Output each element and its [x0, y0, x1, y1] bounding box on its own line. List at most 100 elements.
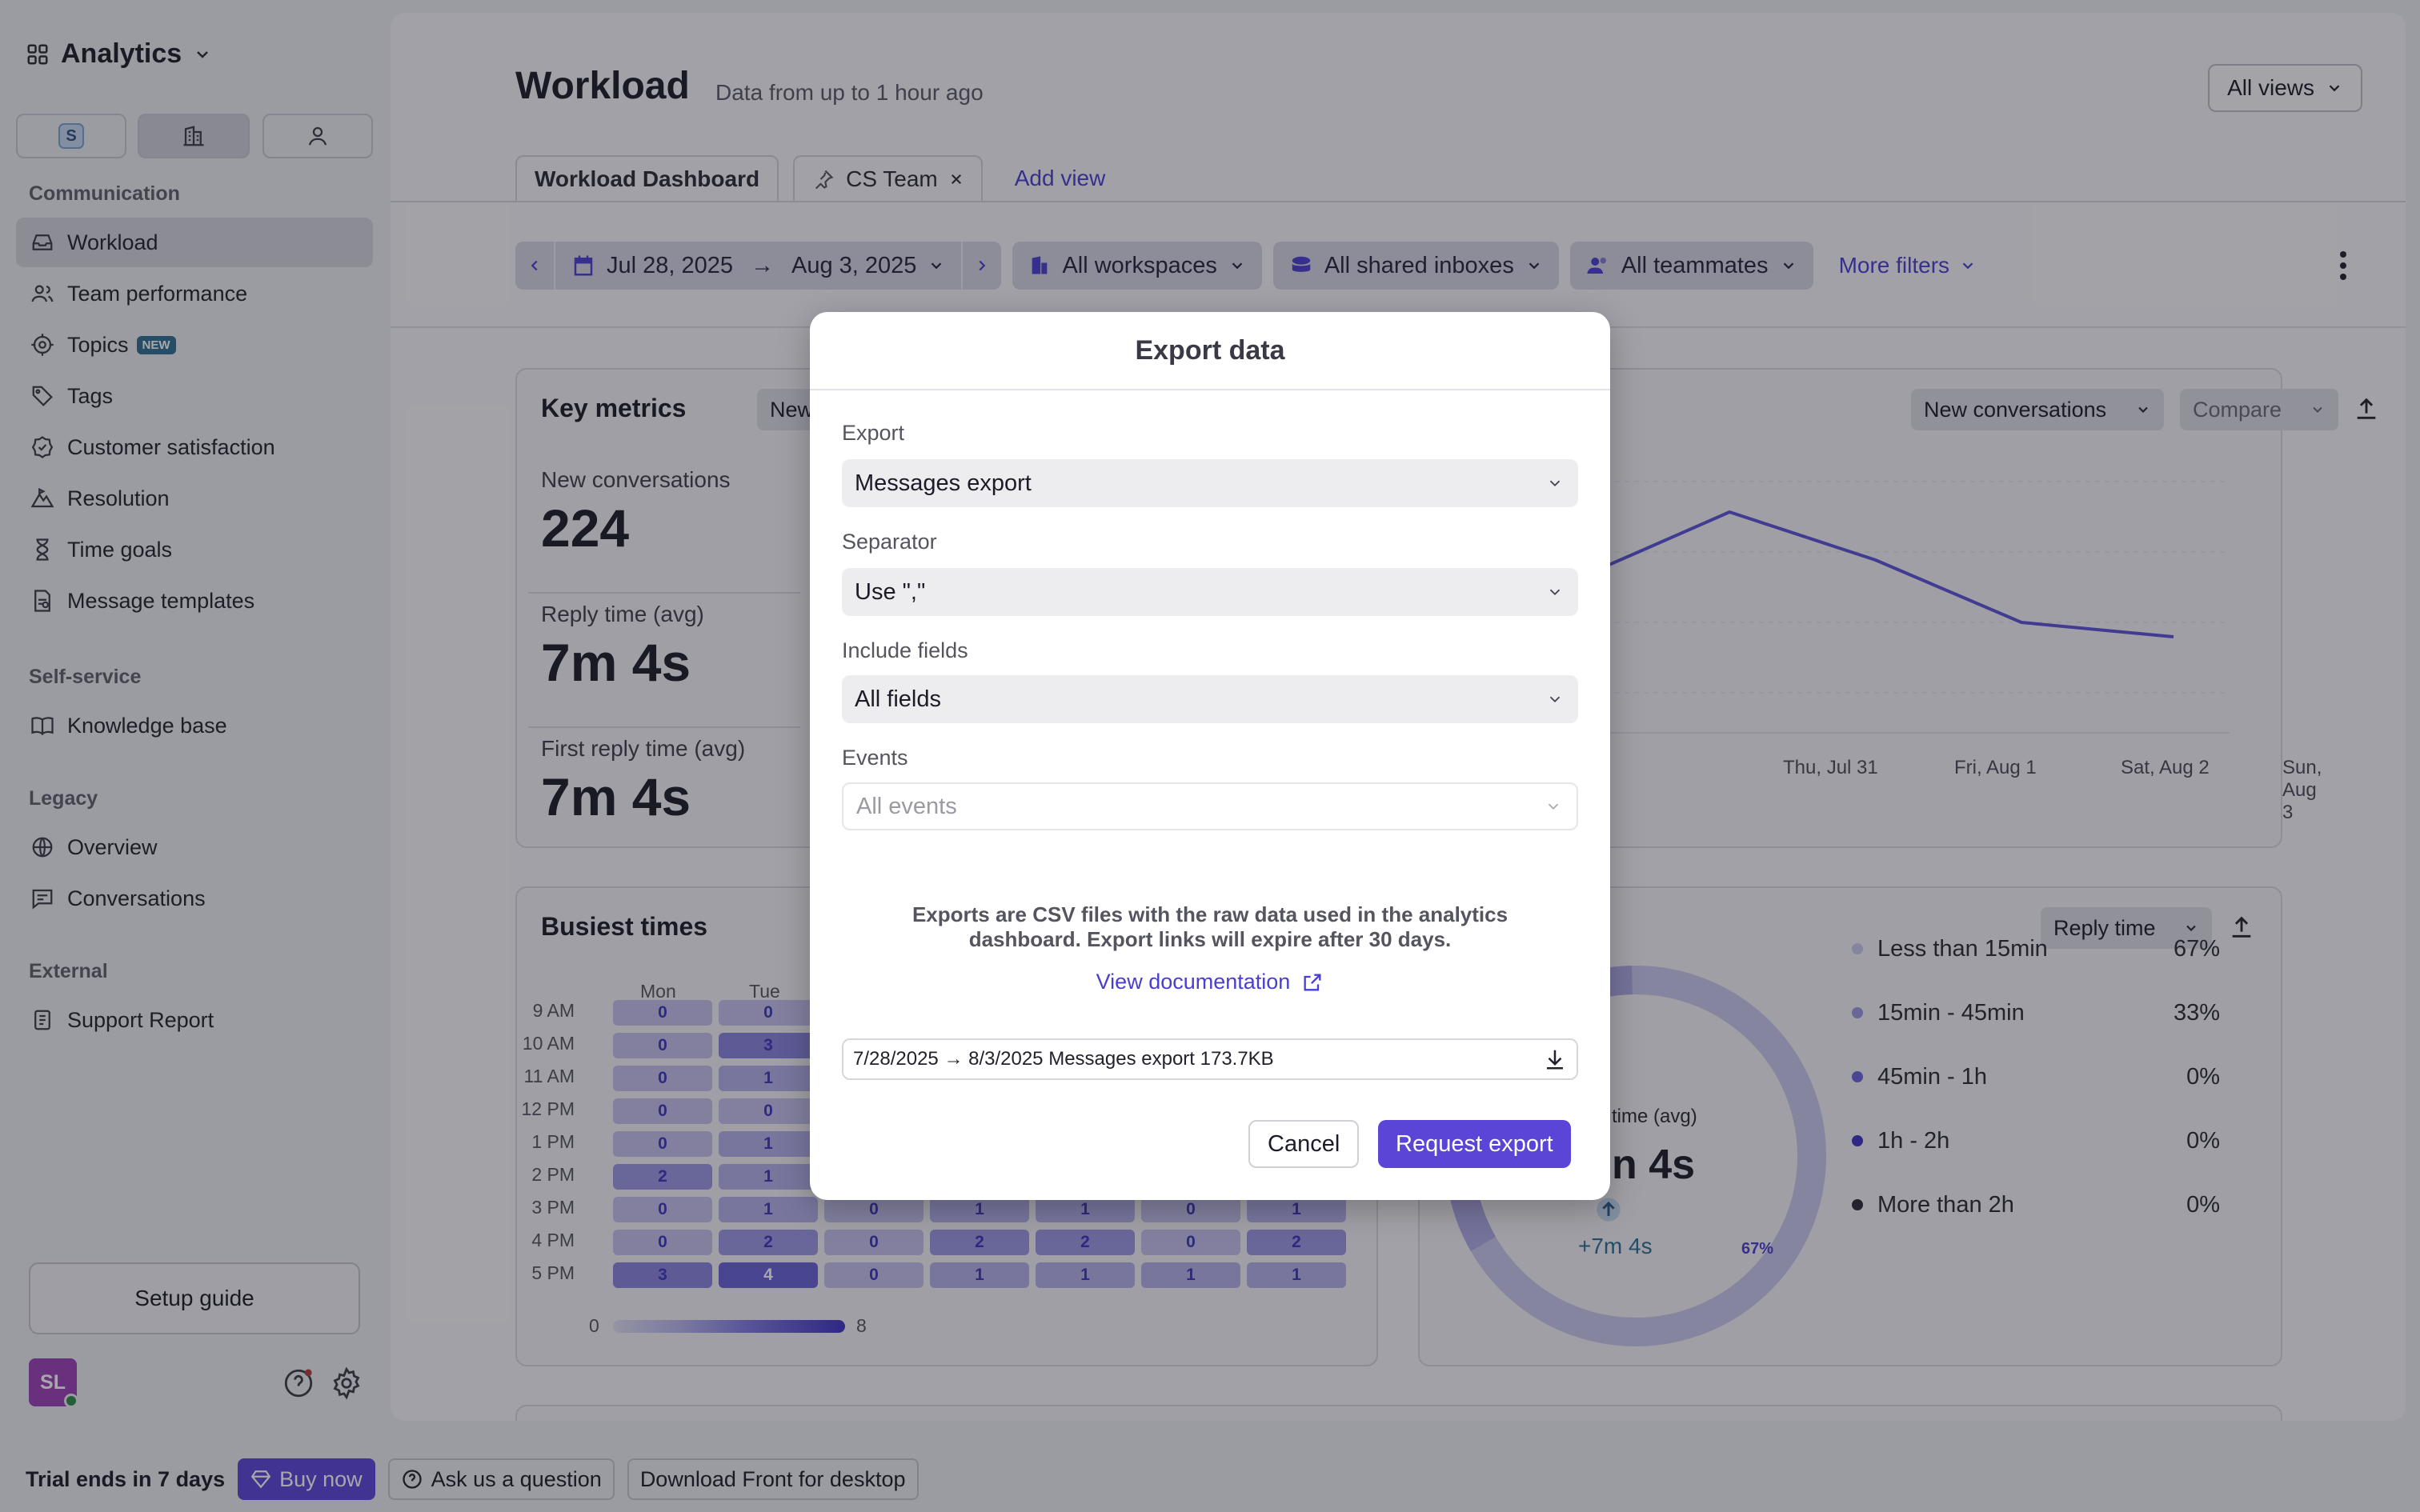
legend-dot — [1852, 1135, 1863, 1146]
chevron-down-icon — [1228, 257, 1246, 274]
export-icon[interactable] — [2228, 914, 2255, 941]
heatmap-cell[interactable]: 1 — [1141, 1262, 1240, 1288]
next-range-button[interactable] — [963, 242, 1002, 290]
include-fields-select[interactable]: All fields — [842, 675, 1578, 723]
sidebar-item-message-templates[interactable]: Message templates — [16, 576, 373, 626]
heatmap-cell[interactable]: 0 — [719, 1098, 818, 1124]
request-export-button[interactable]: Request export — [1378, 1120, 1571, 1168]
heatmap-cell[interactable]: 1 — [719, 1197, 818, 1222]
sidebar-item-conversations[interactable]: Conversations — [16, 874, 373, 923]
heatmap-cell[interactable]: 2 — [930, 1230, 1029, 1255]
heatmap-cell[interactable]: 0 — [824, 1197, 924, 1222]
sidebar-item-workload[interactable]: Workload — [16, 218, 373, 267]
sidebar-item-label: Team performance — [67, 281, 248, 306]
heatmap-cell[interactable]: 0 — [1141, 1197, 1240, 1222]
heatmap-cell[interactable]: 1 — [719, 1164, 818, 1190]
legend-dot — [1852, 943, 1863, 954]
view-documentation-link[interactable]: View documentation — [810, 970, 1610, 994]
download-desktop-button[interactable]: Download Front for desktop — [627, 1458, 919, 1500]
export-type-value: Messages export — [855, 470, 1032, 496]
cancel-button[interactable]: Cancel — [1248, 1120, 1360, 1168]
donut-ring-label: 67% — [1741, 1240, 1774, 1258]
heatmap-cell[interactable]: 1 — [719, 1131, 818, 1157]
date-range-button[interactable]: Jul 28, 2025 → Aug 3, 2025 — [555, 242, 961, 290]
more-filters-button[interactable]: More filters — [1839, 253, 1977, 278]
metric-select[interactable]: New conversations — [1911, 389, 2164, 430]
sidebar-item-label: Message templates — [67, 588, 255, 613]
export-icon[interactable] — [2353, 395, 2380, 422]
heatmap-cell[interactable]: 1 — [1036, 1262, 1135, 1288]
heatmap-cell[interactable]: 3 — [613, 1262, 712, 1288]
app-switcher[interactable]: Analytics — [26, 38, 212, 70]
diamond-icon — [250, 1469, 271, 1490]
sidebar-item-topics[interactable]: Topics NEW — [16, 320, 373, 370]
kebab-menu-icon[interactable] — [2338, 250, 2348, 282]
heatmap-cell[interactable]: 0 — [613, 1066, 712, 1091]
workspace-switch-shared[interactable]: S — [16, 114, 126, 158]
heatmap-cell[interactable]: 0 — [719, 1000, 818, 1026]
setup-guide-button[interactable]: Setup guide — [29, 1262, 360, 1334]
sidebar-item-customer-satisfaction[interactable]: Customer satisfaction — [16, 422, 373, 472]
sidebar-item-tags[interactable]: Tags — [16, 371, 373, 421]
heatmap-cell[interactable]: 0 — [824, 1262, 924, 1288]
heatmap-cell[interactable]: 0 — [613, 1131, 712, 1157]
events-select[interactable]: All events — [842, 782, 1578, 830]
tab-workload-dashboard[interactable]: Workload Dashboard — [515, 155, 779, 202]
teammates-label: All teammates — [1621, 252, 1769, 278]
heatmap-cell[interactable]: 2 — [613, 1164, 712, 1190]
heatmap-cell[interactable]: 2 — [1247, 1230, 1346, 1255]
chevron-down-icon — [1545, 798, 1562, 815]
heatmap-cell[interactable]: 0 — [613, 1230, 712, 1255]
heatmap-cell[interactable]: 0 — [824, 1230, 924, 1255]
gear-icon[interactable] — [330, 1366, 363, 1400]
buy-now-button[interactable]: Buy now — [238, 1458, 375, 1500]
sidebar-item-resolution[interactable]: Resolution — [16, 474, 373, 523]
sidebar-item-team-performance[interactable]: Team performance — [16, 269, 373, 318]
heatmap-cell[interactable]: 2 — [1036, 1230, 1135, 1255]
tab-cs-team[interactable]: CS Team — [793, 155, 983, 202]
separator-select[interactable]: Use "," — [842, 568, 1578, 616]
heatmap-cell[interactable]: 0 — [613, 1197, 712, 1222]
workspace-switch-company[interactable] — [138, 114, 250, 158]
heatmap-cell[interactable]: 1 — [1036, 1197, 1135, 1222]
heatmap-cell[interactable]: 1 — [930, 1197, 1029, 1222]
heatmap-cell[interactable]: 0 — [1141, 1230, 1240, 1255]
shared-inboxes-filter[interactable]: All shared inboxes — [1272, 242, 1559, 290]
heatmap-cell[interactable]: 0 — [613, 1000, 712, 1026]
heatmap-cell[interactable]: 4 — [719, 1262, 818, 1288]
legend-label: 45min - 1h — [1877, 1063, 1988, 1090]
export-file-item[interactable]: 7/28/2025 → 8/3/2025 Messages export 173… — [842, 1038, 1578, 1080]
day-label: Tue — [749, 981, 780, 1002]
heatmap-cell[interactable]: 3 — [719, 1033, 818, 1058]
heatmap-cell[interactable]: 1 — [1247, 1262, 1346, 1288]
legend-item: 45min - 1h 0% — [1852, 1061, 2220, 1093]
ask-question-button[interactable]: Ask us a question — [387, 1458, 615, 1500]
close-icon[interactable] — [949, 172, 964, 186]
sidebar-item-support-report[interactable]: Support Report — [16, 995, 373, 1045]
sidebar-item-time-goals[interactable]: Time goals — [16, 525, 373, 574]
all-views-dropdown[interactable]: All views — [2208, 64, 2362, 112]
teammates-filter[interactable]: All teammates — [1569, 242, 1813, 290]
reply-time-select[interactable]: Reply time — [2041, 907, 2212, 949]
user-icon — [306, 124, 330, 148]
sidebar-item-knowledge-base[interactable]: Knowledge base — [16, 701, 373, 750]
heatmap-cell[interactable]: 1 — [1247, 1197, 1346, 1222]
heatmap-cell[interactable]: 0 — [613, 1098, 712, 1124]
export-type-select[interactable]: Messages export — [842, 459, 1578, 507]
add-view-button[interactable]: Add view — [1014, 166, 1106, 190]
previous-range-button[interactable] — [515, 242, 554, 290]
heatmap-cell[interactable]: 0 — [613, 1033, 712, 1058]
include-fields-value: All fields — [855, 686, 941, 712]
workspaces-filter[interactable]: All workspaces — [1012, 242, 1262, 290]
heatmap-cell[interactable]: 1 — [930, 1262, 1029, 1288]
shared-inboxes-label: All shared inboxes — [1324, 252, 1514, 278]
workspace-switch-personal[interactable] — [262, 114, 373, 158]
download-icon[interactable] — [1543, 1047, 1567, 1071]
compare-select[interactable]: Compare — [2180, 389, 2338, 430]
heatmap-cell[interactable]: 2 — [719, 1230, 818, 1255]
tab-label: Workload Dashboard — [535, 166, 760, 191]
sidebar-item-overview[interactable]: Overview — [16, 822, 373, 872]
help-icon[interactable] — [282, 1366, 315, 1400]
heatmap-cell[interactable]: 1 — [719, 1066, 818, 1091]
